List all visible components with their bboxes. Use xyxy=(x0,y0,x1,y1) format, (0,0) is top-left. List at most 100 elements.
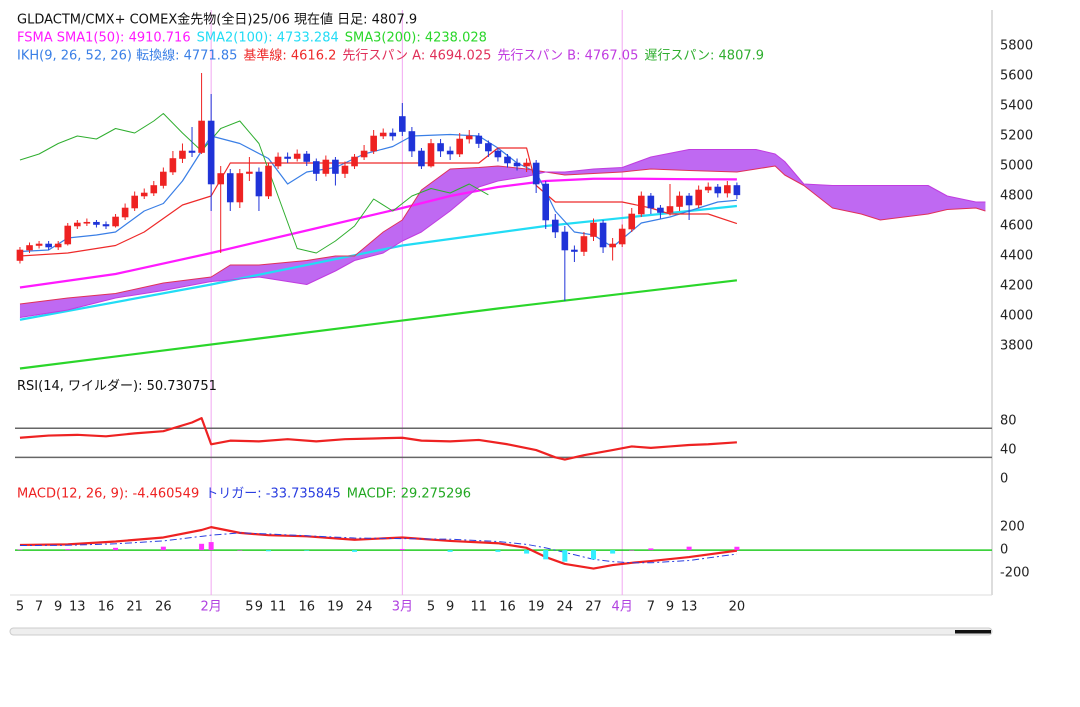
histogram-bar xyxy=(113,547,119,551)
candle-body xyxy=(45,243,52,248)
legend-entry: 基準線: 4616.2 xyxy=(243,48,336,64)
candle-body xyxy=(551,219,559,233)
x-tick-label: 11 xyxy=(270,600,287,615)
candle-body xyxy=(456,138,463,155)
text-layer: 3800400042004400460048005000520054005600… xyxy=(16,12,1033,615)
candle-body xyxy=(246,171,253,174)
candle-body xyxy=(54,243,62,248)
x-tick-label: 9 xyxy=(446,600,454,615)
histogram-bar xyxy=(734,546,740,551)
candle-body xyxy=(437,143,444,152)
candle-body xyxy=(140,192,148,197)
x-tick-label: 19 xyxy=(327,600,344,615)
candle-body xyxy=(150,185,158,194)
candle-body xyxy=(475,135,483,144)
x-tick-label: 24 xyxy=(356,600,373,615)
candle-body xyxy=(217,173,225,185)
legend-entry: 遅行スパン: 4807.9 xyxy=(644,49,764,64)
candle-body xyxy=(685,195,693,206)
candle-body xyxy=(265,165,272,197)
series-line xyxy=(19,149,986,318)
candle-body xyxy=(312,161,320,174)
y-tick-label: 5000 xyxy=(1000,159,1033,174)
y-tick-label: 5600 xyxy=(1000,69,1033,84)
candle-body xyxy=(102,224,110,227)
chart-title: GLDACTM/CMX+ COMEX金先物(全日)25/06 現在値 日足: 4… xyxy=(17,12,417,28)
series-line xyxy=(19,532,737,564)
candles-layer xyxy=(16,73,741,301)
x-tick-label: 20 xyxy=(729,600,746,615)
candle-body xyxy=(494,150,502,158)
candle-body xyxy=(74,222,81,227)
x-tick-label: 7 xyxy=(35,600,43,615)
cloud-layer xyxy=(19,149,986,318)
candle-body xyxy=(93,221,100,225)
legend-entry: 先行スパン B: 4767.05 xyxy=(497,49,638,64)
histogram-bar xyxy=(524,550,530,554)
histogram-bar xyxy=(352,550,358,552)
y-tick-label: 4000 xyxy=(1000,309,1033,324)
candle-body xyxy=(704,186,712,191)
candle-body xyxy=(236,173,244,203)
x-tick-label: 11 xyxy=(471,600,488,615)
legend-entry: FSMA SMA1(50): 4910.716 xyxy=(17,31,191,46)
y-tick-label: 200 xyxy=(1000,520,1025,535)
candle-body xyxy=(274,156,282,167)
series-line xyxy=(19,279,738,370)
legend-entry: IKH(9, 26, 52, 26) 転換線: 4771.85 xyxy=(17,48,237,64)
candle-body xyxy=(485,143,492,152)
candle-body xyxy=(112,216,119,227)
candle-body xyxy=(532,162,540,185)
candle-body xyxy=(580,236,588,252)
histogram-bar xyxy=(199,543,205,551)
candle-body xyxy=(255,171,263,197)
x-tick-label: 16 xyxy=(499,600,516,615)
candle-body xyxy=(26,245,33,251)
x-tick-label: 9 xyxy=(666,600,674,615)
x-tick-label: 24 xyxy=(557,600,574,615)
x-tick-label: 16 xyxy=(298,600,315,615)
scrollbar-thumb[interactable] xyxy=(955,630,991,634)
legend-entry: トリガー: -33.735845 xyxy=(205,487,341,502)
candle-body xyxy=(609,243,616,248)
candle-body xyxy=(293,153,301,159)
candle-body xyxy=(513,162,521,167)
y-tick-label: 80 xyxy=(1000,414,1017,429)
candle-body xyxy=(360,150,368,158)
candle-body xyxy=(599,222,607,248)
candle-body xyxy=(131,195,138,209)
candle-body xyxy=(724,185,731,194)
histogram-bar xyxy=(629,550,635,551)
y-tick-label: 4400 xyxy=(1000,249,1033,264)
candle-body xyxy=(389,132,397,137)
candle-body xyxy=(561,231,569,251)
candle-body xyxy=(35,243,43,246)
y-tick-label: 4600 xyxy=(1000,219,1033,234)
y-tick-label: 5400 xyxy=(1000,99,1033,114)
histogram-bar xyxy=(648,548,654,551)
candle-body xyxy=(160,171,167,186)
y-tick-label: 0 xyxy=(1000,472,1008,487)
y-tick-label: 40 xyxy=(1000,443,1017,458)
x-tick-label: 16 xyxy=(98,600,115,615)
candle-body xyxy=(542,183,550,221)
candle-body xyxy=(504,156,511,164)
x-tick-label: 13 xyxy=(681,600,698,615)
series-line xyxy=(19,113,489,254)
x-tick-label: 2月 xyxy=(201,600,222,615)
candle-body xyxy=(418,150,425,167)
x-tick-label: 3月 xyxy=(392,600,413,615)
candle-body xyxy=(590,222,597,237)
histogram-bar xyxy=(208,542,214,551)
candle-body xyxy=(714,186,722,194)
legend-entry: 先行スパン A: 4694.025 xyxy=(342,49,491,64)
candle-body xyxy=(370,135,377,152)
candle-body xyxy=(341,165,349,174)
scrollbar[interactable] xyxy=(9,627,993,636)
x-tick-label: 5 xyxy=(16,600,24,615)
candle-body xyxy=(427,143,435,167)
candle-body xyxy=(226,173,234,203)
